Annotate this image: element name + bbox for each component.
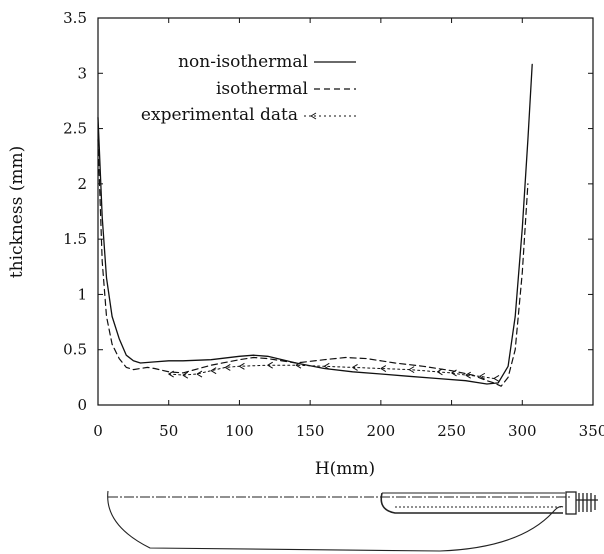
data-point-experimental-data-3 [210,367,217,375]
y-tick-label-7: 3.5 [63,9,87,27]
x-tick-label-2: 100 [225,422,254,440]
data-point-experimental-data-1 [182,371,189,379]
legend: non-isothermal isothermal experimental d… [141,52,356,125]
y-tick-label-4: 2 [77,175,87,193]
data-point-experimental-data-15 [479,372,486,380]
x-axis-label: H(mm) [315,459,375,479]
profile-end-fins [576,493,598,512]
x-tick-label-5: 250 [437,422,466,440]
plot-frame [97,17,594,406]
data-point-experimental-data-13 [451,369,457,377]
data-point-experimental-data-16 [493,375,500,382]
data-point-experimental-data-14 [465,371,471,379]
data-point-experimental-data-10 [380,365,387,372]
y-tick-label-1: 0.5 [63,341,87,359]
y-tick-label-2: 1 [77,285,87,303]
data-point-experimental-data-0 [168,370,174,378]
data-point-experimental-data-4 [225,363,231,371]
x-tick-label-0: 0 [93,422,103,440]
x-tick-label-1: 50 [159,422,178,440]
series-line-non-isothermal [97,63,533,385]
data-point-experimental-data-6 [267,361,273,369]
y-tick-label-5: 2.5 [63,120,87,138]
x-tick-label-7: 350 [579,422,604,440]
y-tick-label-0: 0 [77,396,87,414]
data-point-experimental-data-2 [196,370,203,378]
legend-label-non-isothermal: non-isothermal [178,52,308,72]
data-point-experimental-data-11 [408,366,415,374]
x-tick-label-3: 150 [296,422,325,440]
x-tick-label-4: 200 [367,422,396,440]
legend-label-experimental-data: experimental data [141,105,298,125]
series-line-isothermal [97,139,529,387]
profile-sketch [107,490,598,552]
series-line-experimental-data [168,364,495,379]
data-point-experimental-data-8 [324,362,330,370]
data-point-experimental-data-12 [437,368,443,376]
y-tick-label-3: 1.5 [63,230,87,248]
series-layer [97,63,533,387]
y-tick-label-6: 3 [77,64,87,82]
data-point-experimental-data-5 [239,362,245,370]
legend-label-isothermal: isothermal [216,79,308,99]
data-point-experimental-data-9 [352,363,358,371]
x-tick-label-6: 300 [508,422,537,440]
y-axis-label: thickness (mm) [7,146,27,278]
data-point-experimental-data-7 [295,361,302,369]
profile-end-cap [565,491,577,515]
legend-marker-experimental-data [310,112,317,120]
profile-outer-contour [107,490,564,552]
ticks-layer: 0 50 100 150 200 250 300 350 0 0.5 1 1.5 2 2.5 3 3.5 [63,9,604,440]
profile-inner-wall [380,492,563,514]
